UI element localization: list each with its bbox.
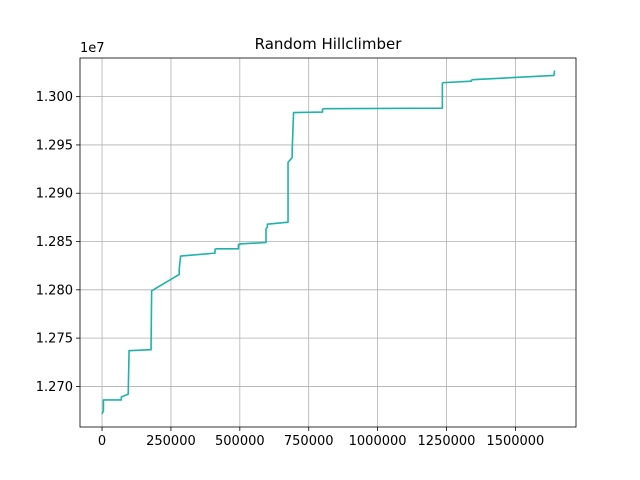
y-tick-label: 1.275: [36, 332, 73, 347]
x-tick-label: 1000000: [349, 434, 407, 449]
chart-title: Random Hillclimber: [255, 35, 403, 53]
grid-layer: [80, 58, 576, 427]
x-tick-label: 1250000: [418, 434, 476, 449]
y-tick-label: 1.300: [36, 90, 73, 105]
x-tick-label: 1500000: [486, 434, 544, 449]
y-tick-label: 1.290: [36, 187, 73, 202]
y-tick-label: 1.270: [36, 380, 73, 395]
y-tick-label: 1.295: [36, 138, 73, 153]
y-tick-label: 1.280: [36, 283, 73, 298]
series-line: [101, 70, 556, 415]
x-tick-label: 0: [98, 434, 106, 449]
y-axis-offset-label: 1e7: [80, 41, 105, 56]
x-tick-label: 500000: [215, 434, 265, 449]
plot-frame: [79, 57, 577, 428]
y-tick-label: 1.285: [36, 235, 73, 250]
tick-layer: 0 250000 500000 750000 1000000 1250000 1500000…: [36, 90, 545, 449]
x-tick-label: 250000: [146, 434, 196, 449]
line-layer: [101, 70, 556, 415]
x-tick-label: 750000: [284, 434, 334, 449]
